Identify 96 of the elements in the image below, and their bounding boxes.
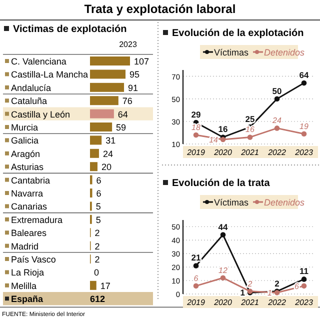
y-tick-label: C. Valenciana [11, 56, 66, 66]
point [274, 126, 280, 131]
point [193, 263, 199, 268]
text: 612 [90, 294, 106, 304]
x-tick-label: 2023 [294, 298, 314, 307]
legend-label: Víctimas [214, 48, 250, 58]
bar [90, 56, 130, 66]
data-label: 0 [94, 268, 100, 278]
data-label: 11 [300, 266, 309, 276]
y-tick-label: La Rioja [11, 268, 44, 278]
y-tick-label: Melilla [11, 280, 37, 291]
y-tick-label: Aragón [11, 148, 40, 159]
point [301, 80, 307, 86]
text: España [11, 294, 44, 304]
data-label: 6 [194, 274, 199, 283]
x-tick-label: 2019 [186, 148, 206, 157]
y-tick-label: Asturias [11, 162, 44, 172]
data-label: 5 [96, 214, 101, 225]
point [301, 276, 307, 282]
data-label: 19 [300, 122, 309, 131]
x-tick-label: 2020 [213, 298, 232, 307]
data-label: 95 [130, 70, 140, 80]
y-tick-label: Murcia [11, 122, 38, 132]
point [247, 134, 253, 140]
y-tick-label: Canarias [11, 202, 48, 212]
legend-title: 2023 [119, 40, 138, 49]
bar [90, 96, 118, 106]
data-label: 20 [101, 162, 112, 172]
x-tick-label: 2021 [240, 298, 259, 307]
y-tick-label: Castilla y León [11, 109, 70, 120]
data-label: 6 [96, 175, 102, 186]
data-label: 2 [274, 278, 280, 288]
bar [90, 148, 99, 158]
point [274, 96, 280, 102]
data-label: 2 [94, 254, 100, 264]
y-tick-label: Galicia [11, 136, 39, 146]
y-tick-label: País Vasco [11, 254, 56, 264]
y-tick-label: Extremadura [11, 214, 63, 225]
x-tick-label: 2019 [186, 298, 206, 307]
y-tick-label: Navarra [11, 188, 44, 198]
data-label: 18 [192, 122, 201, 132]
legend-label: Detenidos [264, 48, 306, 58]
bar [90, 109, 114, 118]
y-tick-label: Madrid [11, 241, 39, 252]
y-tick-label: Andalucía [11, 82, 52, 93]
chart-subtitle: Victimas de explotación [13, 24, 127, 35]
y-tick-label: Cataluña [11, 96, 48, 106]
data-label: 29 [191, 110, 201, 120]
data-label: 6 [96, 188, 102, 198]
point [220, 136, 226, 142]
bar [90, 136, 102, 145]
data-label: 44 [218, 222, 228, 232]
x-tick-label: 2020 [213, 148, 232, 157]
data-label: 59 [116, 122, 126, 132]
data-label: 2 [94, 228, 100, 238]
bar [90, 122, 112, 132]
data-label: 50 [272, 86, 282, 96]
x-tick-label: 2022 [267, 148, 286, 157]
data-label: 76 [122, 96, 132, 106]
point [220, 232, 226, 238]
data-label: 5 [96, 202, 101, 212]
x-tick-label: 2023 [294, 148, 314, 157]
data-label: 2 [246, 279, 253, 288]
bar [90, 70, 126, 79]
data-label: 17 [100, 280, 110, 291]
point [301, 283, 307, 289]
y-tick-label: Cantabria [11, 175, 50, 186]
data-label: 64 [118, 109, 128, 120]
legend-label: Detenidos [264, 198, 306, 208]
data-label: 12 [218, 266, 228, 275]
x-tick-label: 2022 [267, 298, 286, 307]
point [220, 275, 226, 280]
data-label: 24 [102, 148, 113, 159]
bar [90, 162, 98, 172]
y-tick-label: Baleares [11, 228, 48, 238]
bar [90, 280, 96, 290]
point [301, 131, 307, 136]
y-tick-label: Castilla-La Mancha [11, 70, 88, 80]
legend-label: Víctimas [214, 198, 250, 208]
data-label: 24 [272, 116, 282, 126]
chart-title: Evolución de la trata [172, 178, 270, 189]
point [193, 132, 199, 138]
bar [90, 82, 124, 92]
data-label: 2 [94, 241, 100, 252]
data-label: 16 [218, 124, 228, 134]
point [193, 283, 199, 289]
text: Trata y explotación laboral [84, 2, 236, 16]
data-label: 91 [128, 82, 138, 93]
data-label: 21 [191, 252, 201, 263]
data-label: 64 [299, 70, 309, 80]
x-tick-label: 2021 [240, 148, 259, 157]
data-label: 1 [240, 288, 246, 298]
data-label: 25 [245, 114, 255, 124]
data-label: 107 [134, 56, 150, 66]
chart-title: Evolución de la explotación [172, 28, 304, 39]
data-label: 31 [106, 136, 116, 146]
